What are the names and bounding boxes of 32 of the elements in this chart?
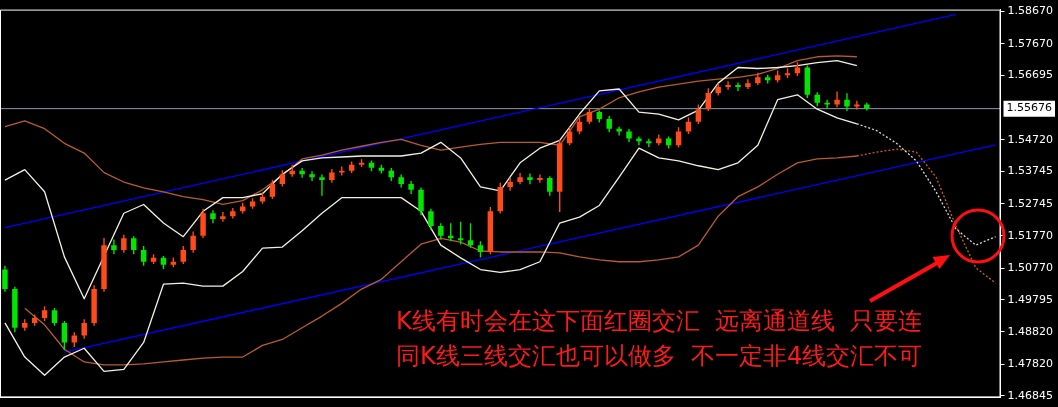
candlestick [537, 174, 543, 183]
y-tick-label: 1.50770 [1007, 261, 1054, 275]
line-series [856, 148, 997, 284]
y-tick-label: 1.58670 [1007, 4, 1054, 18]
candlestick [824, 99, 830, 109]
y-tick-label: 1.46845 [1007, 388, 1054, 402]
y-tick-label: 1.56695 [1007, 68, 1054, 82]
y-tick-label: 1.47820 [1007, 357, 1054, 371]
candlestick [319, 174, 325, 196]
annotation: 同K线三线交汇也可以做多 不一定非4线交汇不可 [396, 342, 923, 370]
candlestick [646, 138, 652, 147]
annotation: K线有时会在这下面红圈交汇 远离通道线 只要连 [396, 307, 923, 335]
ref-line-label: 1.55676 [1006, 101, 1053, 115]
candlestick [854, 100, 860, 110]
candlestick [725, 81, 731, 90]
candlestick [527, 173, 533, 185]
y-tick-label: 1.57670 [1007, 36, 1054, 50]
candlestick [735, 82, 741, 91]
line-series [856, 123, 997, 246]
candlestick [111, 239, 117, 255]
candlestick [616, 126, 622, 136]
y-tick-label: 1.48820 [1007, 324, 1054, 338]
candlestick [834, 91, 840, 108]
candlestick [309, 171, 315, 182]
y-tick-label: 1.51770 [1007, 228, 1054, 242]
y-tick-label: 1.54720 [1007, 132, 1054, 146]
y-tick-label: 1.53745 [1007, 164, 1054, 178]
y-tick-label: 1.52745 [1007, 196, 1054, 210]
y-tick-label: 1.49795 [1007, 292, 1054, 306]
candlestick [299, 168, 305, 178]
candlestick [220, 211, 226, 222]
candlestick [636, 136, 642, 146]
